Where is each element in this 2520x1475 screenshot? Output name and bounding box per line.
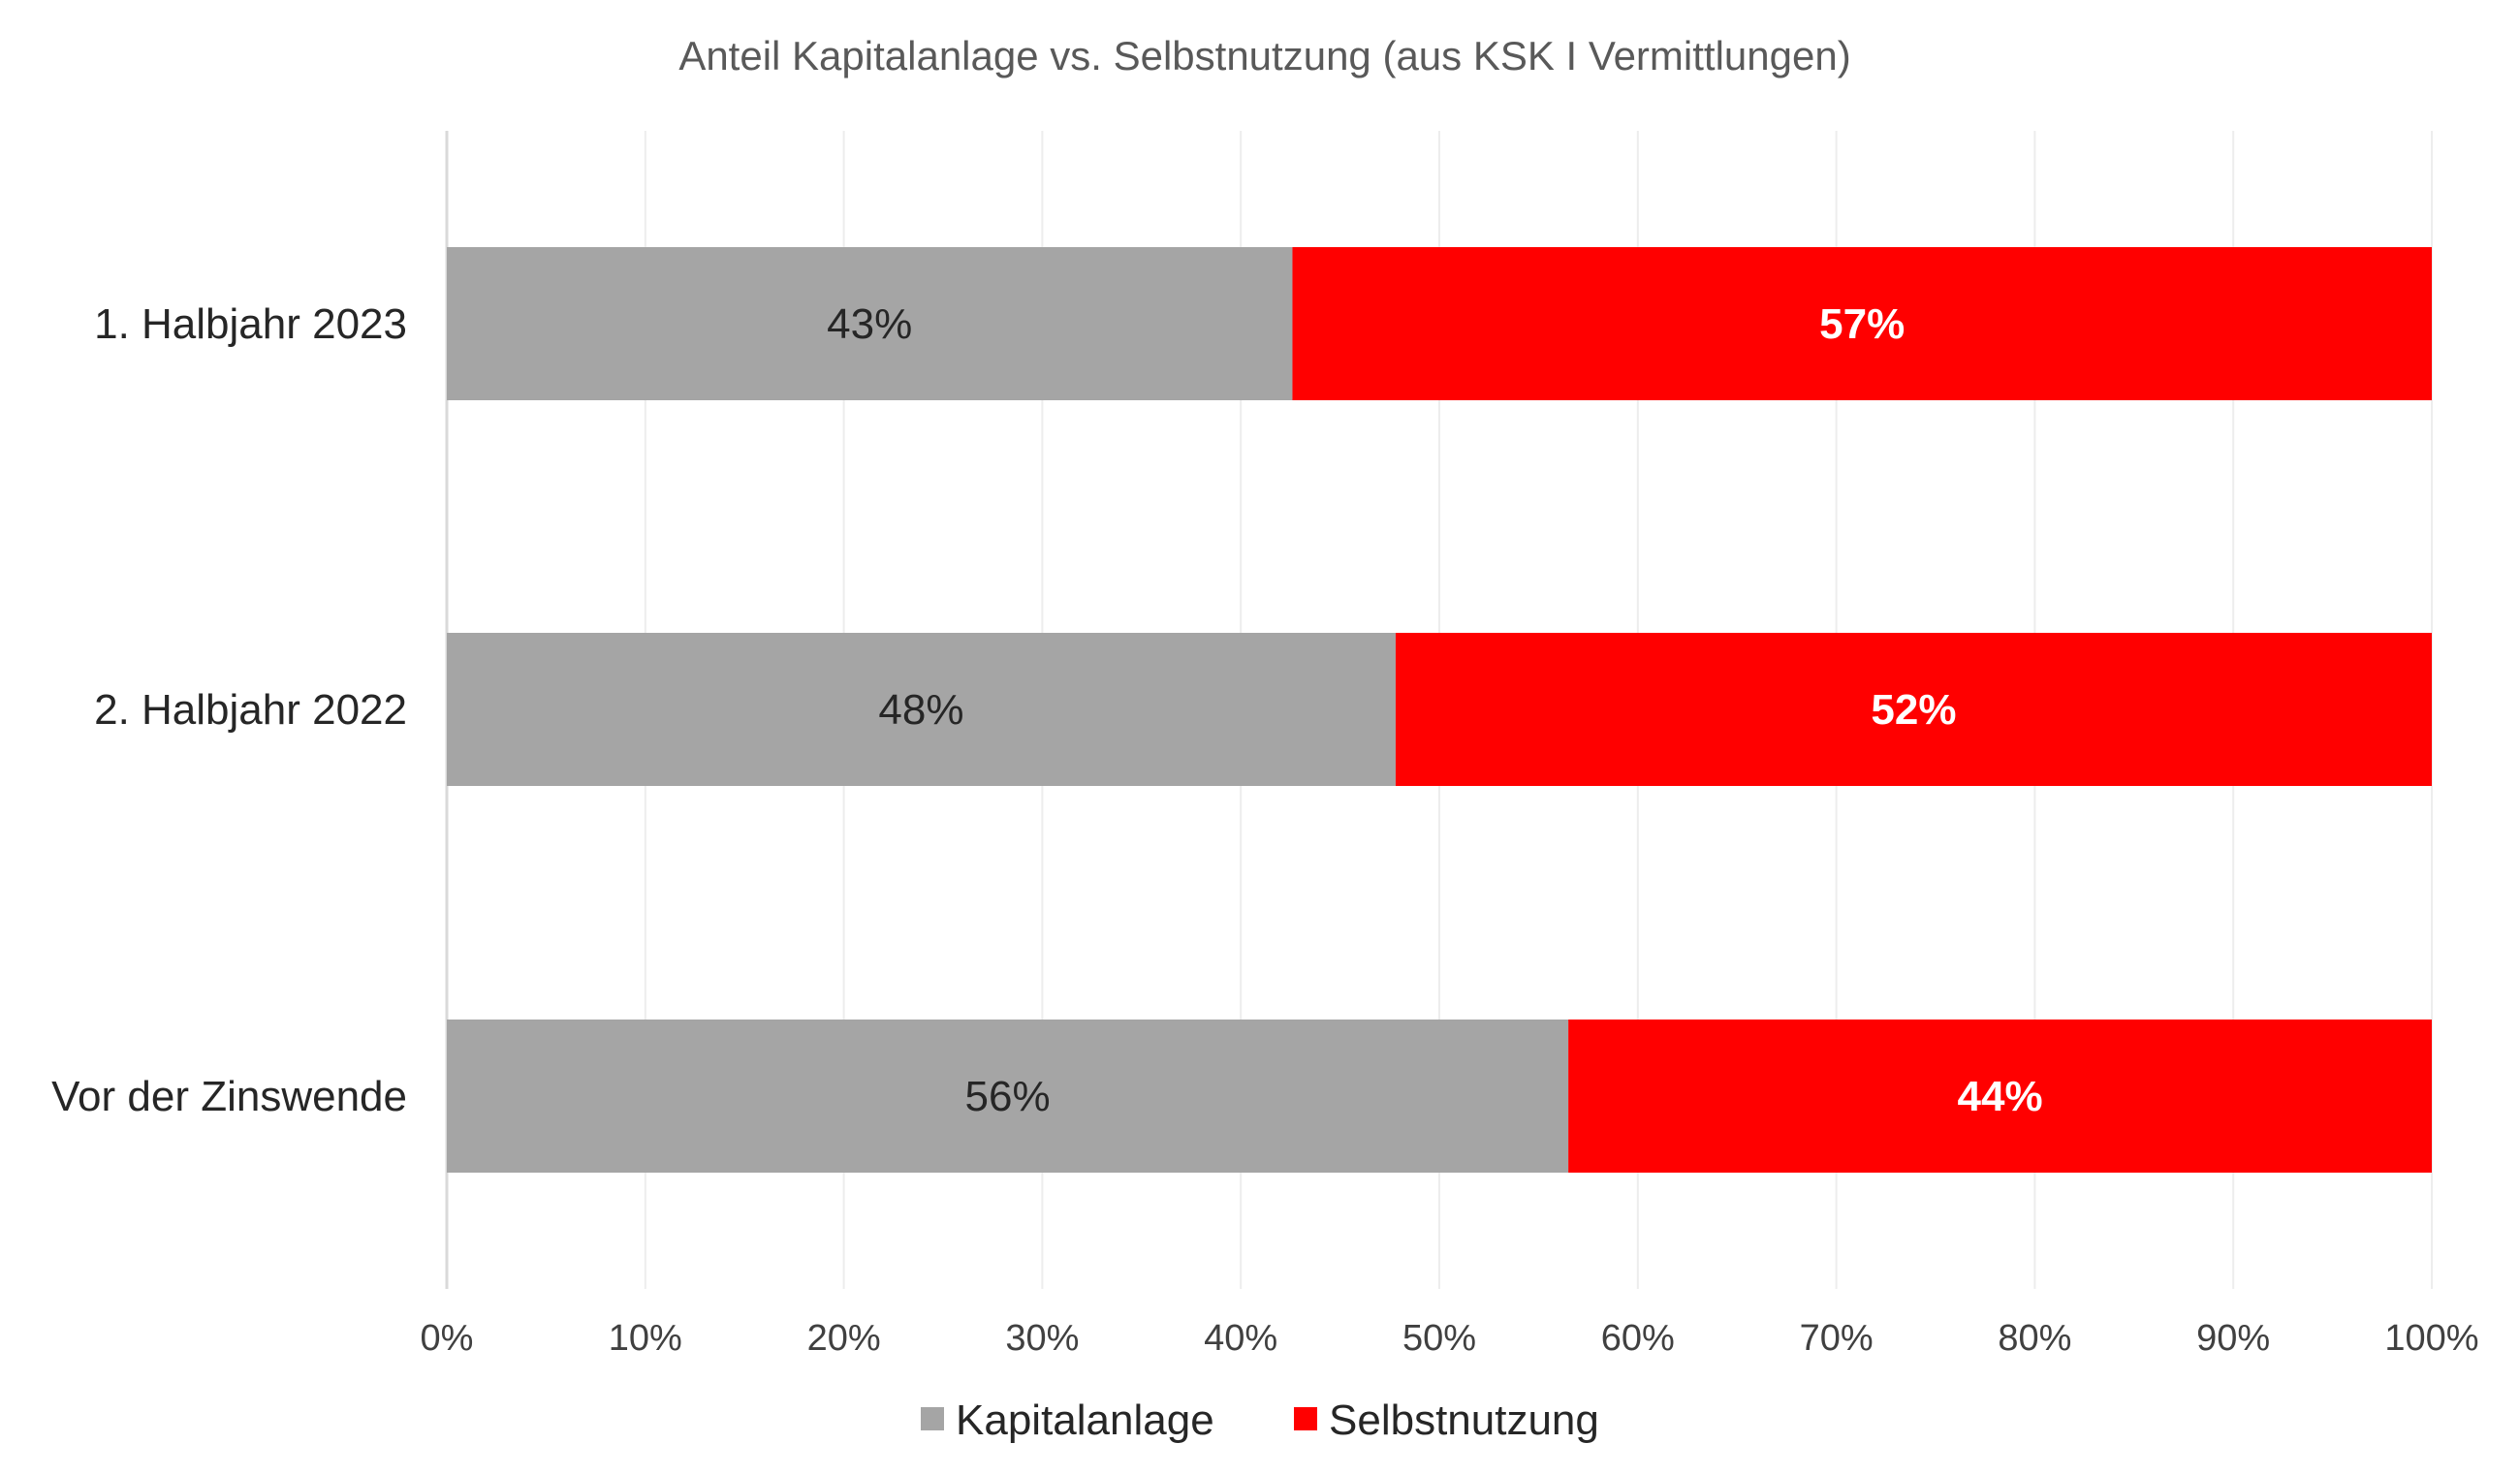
category-label: Vor der Zinswende: [51, 1073, 407, 1120]
x-tick-label: 20%: [807, 1318, 881, 1359]
chart-title: Anteil Kapitalanlage vs. Selbstnutzung (…: [678, 33, 1850, 78]
legend-swatch: [921, 1407, 944, 1430]
x-tick-label: 0%: [421, 1318, 474, 1359]
data-label: 56%: [965, 1073, 1051, 1120]
x-tick-label: 30%: [1005, 1318, 1079, 1359]
data-label: 44%: [1958, 1073, 2043, 1120]
category-label: 2. Halbjahr 2022: [94, 686, 407, 734]
legend-label: Selbstnutzung: [1329, 1397, 1599, 1444]
x-tick-label: 80%: [1998, 1318, 2071, 1359]
data-label: 57%: [1819, 300, 1905, 348]
legend-label: Kapitalanlage: [956, 1397, 1214, 1444]
bar-kapitalanlage: [447, 247, 1293, 400]
data-label: 52%: [1871, 686, 1956, 734]
x-tick-label: 100%: [2384, 1318, 2478, 1359]
data-label: 43%: [827, 300, 912, 348]
x-tick-label: 90%: [2196, 1318, 2270, 1359]
x-tick-label: 10%: [609, 1318, 682, 1359]
category-label: 1. Halbjahr 2023: [94, 300, 407, 348]
x-tick-label: 70%: [1800, 1318, 1874, 1359]
legend-swatch: [1294, 1407, 1317, 1430]
bar-selbstnutzung: [1395, 633, 2432, 786]
data-label: 48%: [878, 686, 963, 734]
bar-selbstnutzung: [1568, 1020, 2432, 1173]
x-tick-label: 60%: [1601, 1318, 1675, 1359]
x-tick-label: 40%: [1204, 1318, 1277, 1359]
bar-kapitalanlage: [447, 633, 1396, 786]
x-tick-label: 50%: [1402, 1318, 1476, 1359]
bar-selbstnutzung: [1292, 247, 2432, 400]
bar-kapitalanlage: [447, 1020, 1569, 1173]
